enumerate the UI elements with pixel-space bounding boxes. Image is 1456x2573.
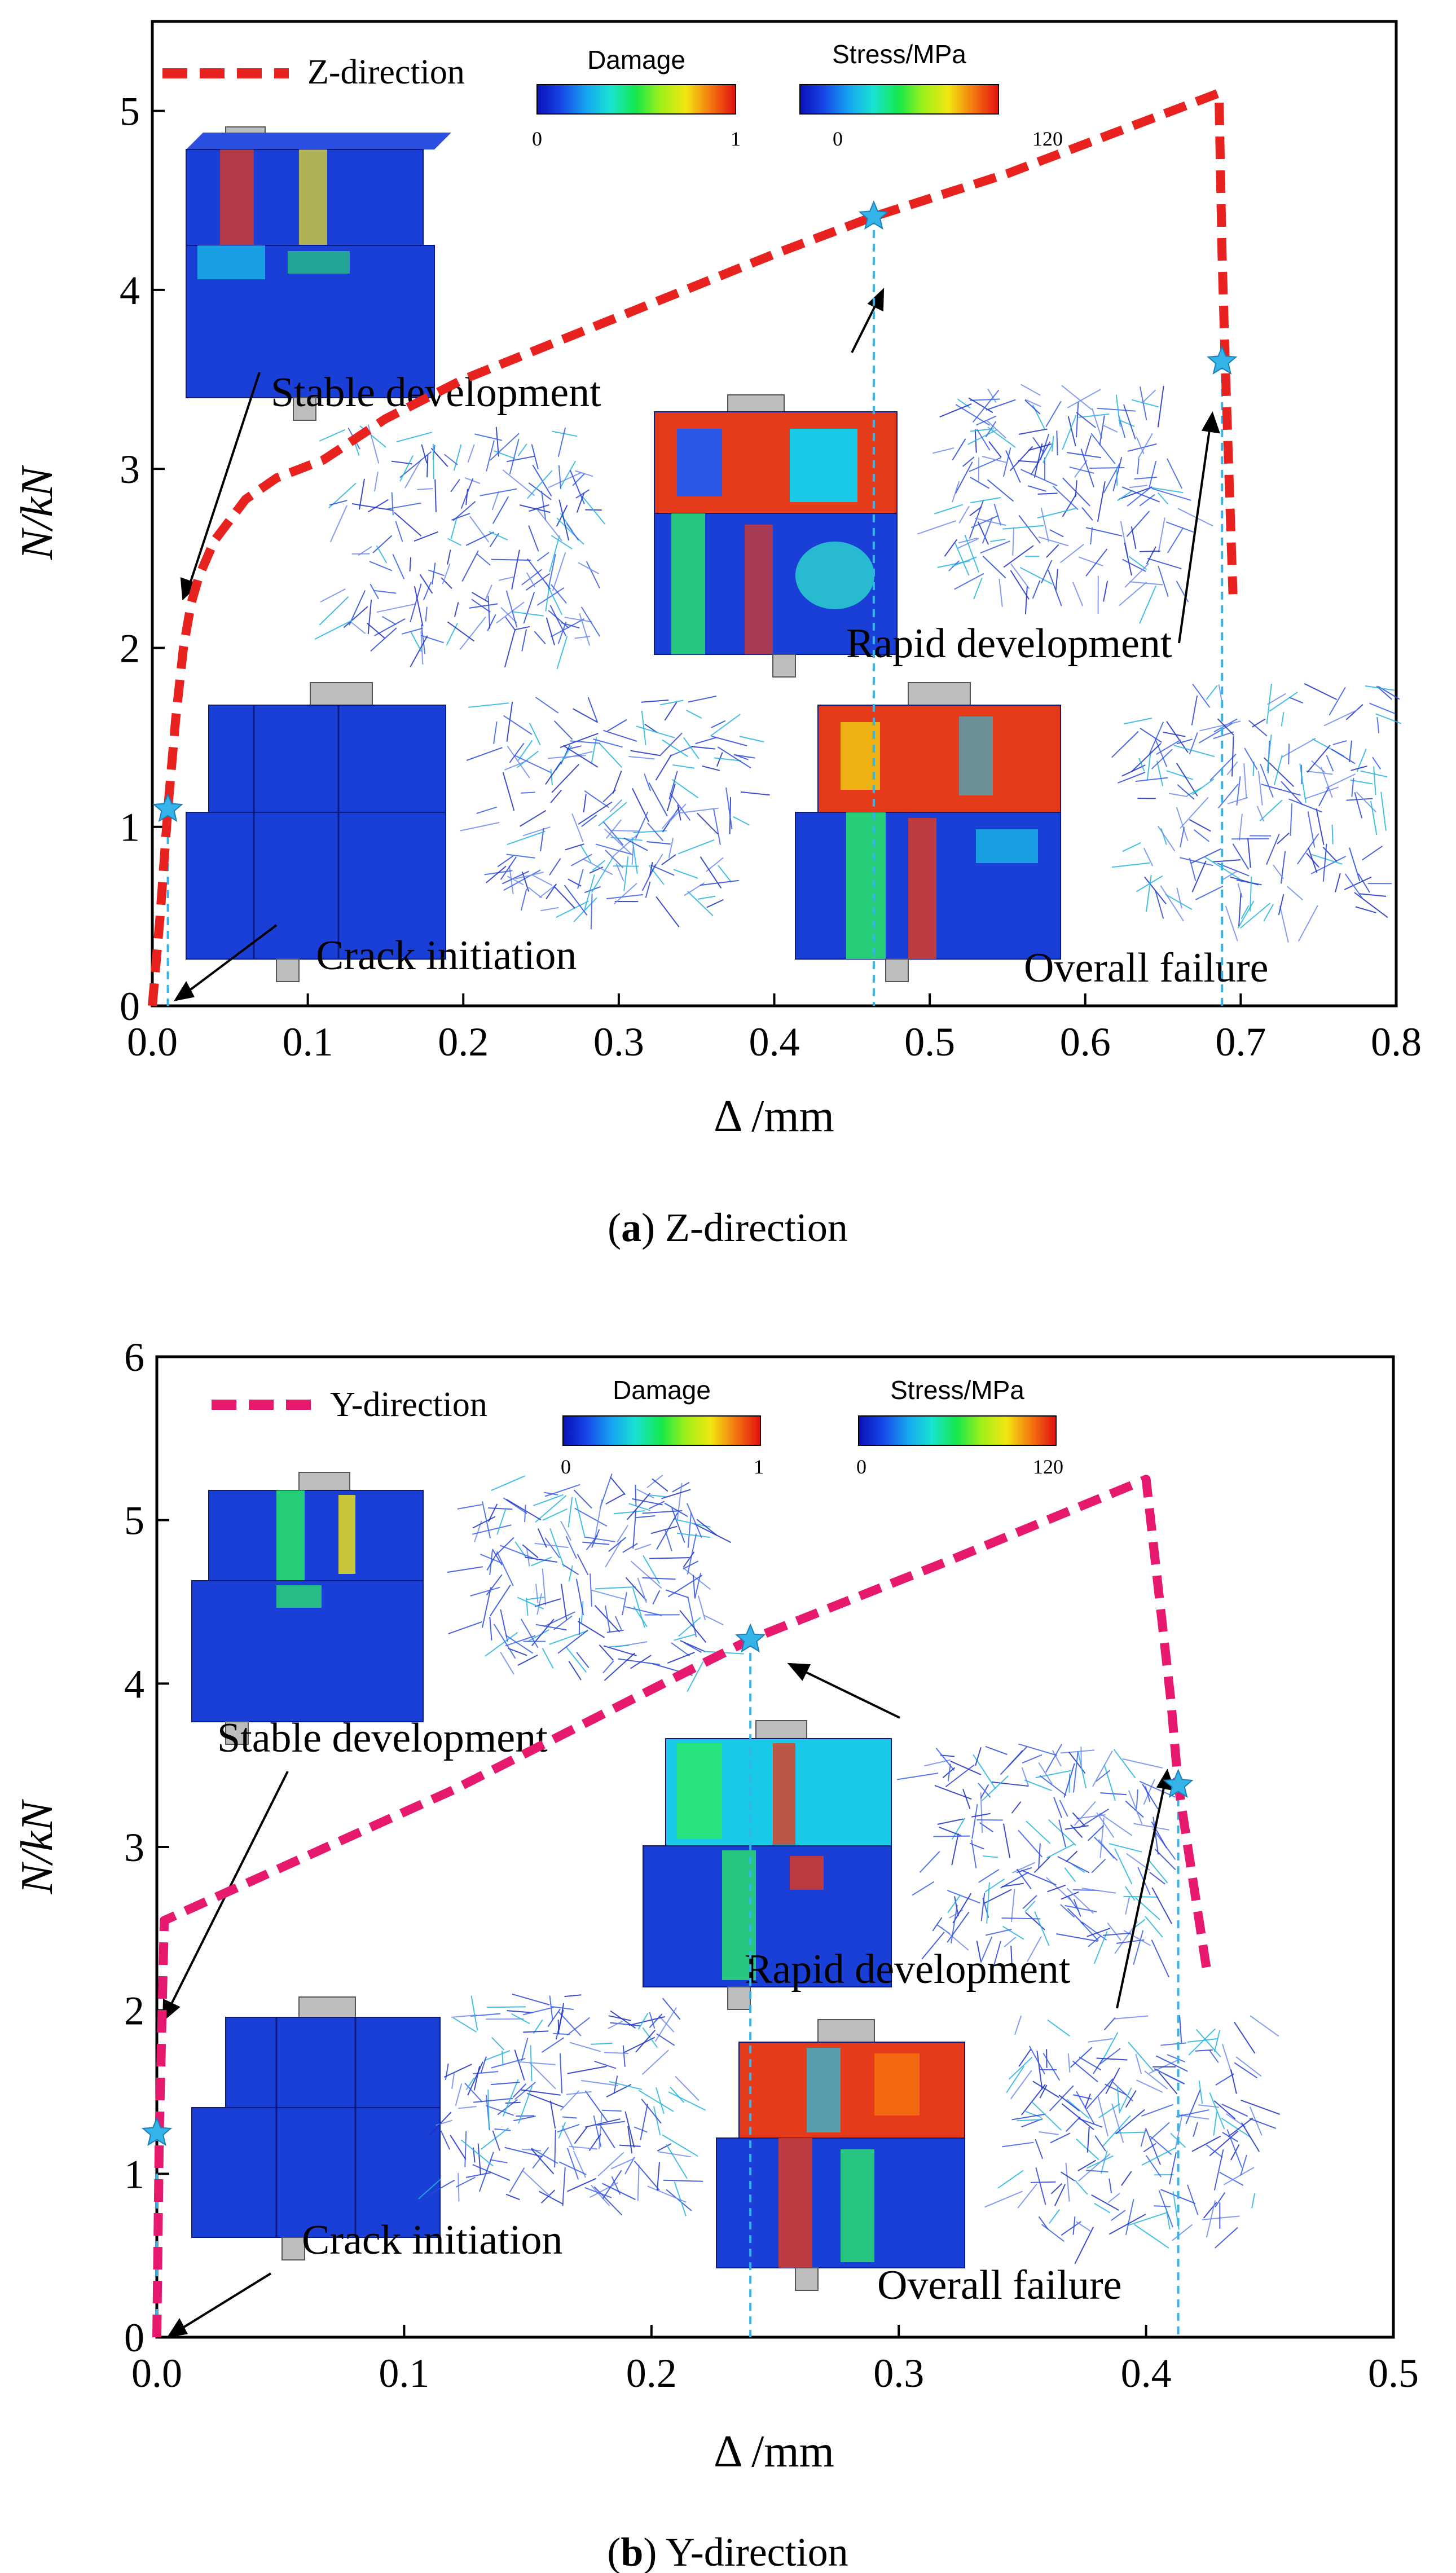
y-tick-label: 6 (124, 1335, 144, 1380)
x-tick-label: 0.8 (1371, 1019, 1422, 1065)
x-tick-label: 0.3 (593, 1019, 644, 1065)
damage-colorbar-max: 1 (731, 127, 741, 150)
annotation-failure-b: Overall failure (877, 2262, 1122, 2308)
x-tick-label: 0.3 (873, 2351, 924, 2396)
fiber-cloud-rapid-b (896, 1743, 1176, 1978)
fiber-cloud-rapid (917, 384, 1213, 624)
legend-label-b: Y-direction (330, 1386, 487, 1424)
annotation-crack-b: Crack initiation (302, 2217, 562, 2263)
annotation-rapid-b: Rapid development (745, 1946, 1071, 1993)
annotation-stable: Stable development (271, 370, 601, 416)
inset-rapid-block (654, 394, 898, 678)
y-tick-label: 1 (120, 805, 140, 850)
x-tick-label: 0.0 (131, 2351, 182, 2396)
fiber-cloud-stable (314, 424, 605, 670)
y-tick-label: 5 (120, 89, 140, 134)
annotation-failure: Overall failure (1024, 945, 1269, 991)
y-axis-title: N/kN (12, 464, 62, 560)
y-tick-label: 2 (124, 1989, 144, 2034)
stress-colorbar-min: 0 (833, 127, 843, 150)
x-tick-label: 0.1 (283, 1019, 333, 1065)
panel-a: Damage 0 1 Stress/MPa 0 120 Z-direction (12, 20, 1422, 1141)
damage-colorbar-title-b: Damage (613, 1375, 711, 1405)
damage-colorbar-b: Damage 0 1 (561, 1375, 764, 1478)
inset-failure-block-b (716, 2019, 965, 2291)
caption-a: (a) Z-direction (608, 1205, 848, 1250)
inset-failure-block (795, 682, 1061, 982)
legend-b: Y-direction (212, 1386, 487, 1424)
stress-colorbar-b: Stress/MPa 0 120 (856, 1375, 1063, 1478)
data-point-marker (1207, 345, 1238, 375)
damage-colorbar-title: Damage (587, 45, 685, 74)
annotation-rapid: Rapid development (846, 621, 1172, 667)
x-tick-label: 0.6 (1060, 1019, 1111, 1065)
x-axis-title-b: Δ /mm (714, 2427, 834, 2477)
damage-colorbar-min: 0 (532, 127, 542, 150)
x-tick-label: 0.4 (749, 1019, 800, 1065)
caption-b: (b) Y-direction (607, 2530, 848, 2573)
stress-colorbar-title: Stress/MPa (832, 39, 966, 69)
plot-layer-a: 0.0 0.1 0.2 0.3 0.4 0.5 0.6 0.7 0.8 0 1 2 3 4 5 (120, 88, 1422, 1065)
panel-b: Damage 0 1 Stress/MPa 0 120 Y-direction … (12, 1335, 1419, 2477)
stress-colorbar-max-b: 120 (1033, 1455, 1063, 1478)
x-tick-label: 0.2 (438, 1019, 489, 1065)
series-line (148, 88, 1238, 1006)
stress-colorbar-title-b: Stress/MPa (890, 1375, 1024, 1405)
inset-stable-block-b (191, 1472, 424, 1745)
annotation-stable-b: Stable development (217, 1715, 548, 1761)
inset-stable-block (186, 126, 451, 421)
damage-colorbar-min-b: 0 (561, 1455, 571, 1478)
x-tick-label: 0.1 (379, 2351, 429, 2396)
stress-colorbar-min-b: 0 (856, 1455, 866, 1478)
data-point-marker (734, 1623, 766, 1653)
annotation-crack: Crack initiation (316, 933, 577, 979)
stress-colorbar-max: 120 (1032, 127, 1063, 150)
fiber-cloud-failure-b (984, 2015, 1281, 2264)
y-tick-label: 3 (120, 447, 140, 492)
y-tick-label: 0 (124, 2315, 144, 2360)
y-tick-label: 4 (124, 1661, 144, 1706)
inset-rapid-block-b (643, 1720, 892, 2010)
inset-crack-block-b (191, 1996, 441, 2260)
x-tick-label: 0.7 (1215, 1019, 1266, 1065)
y-tick-label: 1 (124, 2152, 144, 2197)
y-tick-label: 3 (124, 1825, 144, 1870)
x-axis-title: Δ /mm (714, 1092, 834, 1141)
data-point-marker (141, 2117, 173, 2147)
inset-crack-block (186, 682, 446, 982)
fiber-cloud-crack-b (418, 1993, 706, 2216)
plot-layer-b: 0.0 0.1 0.2 0.3 0.4 0.5 0 1 2 3 4 5 6 (124, 1335, 1419, 2396)
x-tick-label: 0.2 (626, 2351, 677, 2396)
x-tick-label: 0.5 (904, 1019, 955, 1065)
x-tick-label: 0.4 (1121, 2351, 1172, 2396)
damage-colorbar: Damage 0 1 (532, 45, 741, 150)
x-tick-label: 0.0 (127, 1019, 178, 1065)
y-tick-label: 4 (120, 268, 140, 313)
fiber-cloud-failure (1111, 683, 1402, 943)
fiber-cloud-stable-b (447, 1473, 744, 1692)
y-tick-label: 5 (124, 1498, 144, 1543)
y-tick-label: 2 (120, 626, 140, 671)
y-axis-title-b: N/kN (12, 1798, 62, 1894)
legend-label: Z-direction (307, 53, 465, 91)
damage-colorbar-max-b: 1 (754, 1455, 764, 1478)
data-point-marker (858, 200, 890, 230)
x-tick-label: 0.5 (1368, 2351, 1419, 2396)
legend: Z-direction (162, 53, 465, 91)
data-point-marker (152, 793, 183, 823)
fiber-cloud-crack (460, 696, 770, 930)
stress-colorbar: Stress/MPa 0 120 (799, 39, 1063, 150)
data-point-marker (1163, 1769, 1194, 1798)
y-tick-label: 0 (120, 984, 140, 1029)
